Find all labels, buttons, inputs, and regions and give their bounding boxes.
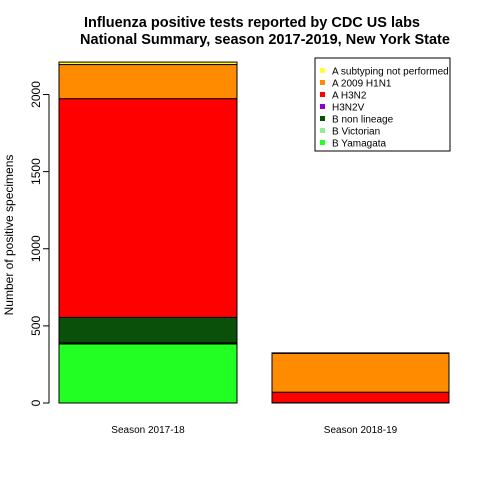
category-label: Season 2018-19 (324, 425, 398, 436)
legend-label-a-h3n2: A H3N2 (332, 91, 367, 102)
chart-title: Influenza positive tests reported by CDC… (84, 15, 420, 31)
legend-label-b-victorian: B Victorian (332, 127, 380, 138)
legend-label-b-non-lineage: B non lineage (332, 115, 394, 126)
bar-segment-a-2009-h1n1-2 (271, 352, 450, 393)
legend-swatch-h3n2v (320, 104, 325, 109)
bar-segment-b-yamagata-1 (58, 343, 238, 404)
chart-subtitle: National Summary, season 2017-2019, New … (80, 32, 450, 48)
legend-swatch-b-non-lineage (320, 116, 325, 121)
bar-segment-a-2009-h1n1-1 (58, 64, 238, 100)
legend-label-a-subtyping-not-performed: A subtyping not performed (332, 67, 449, 78)
category-label: Season 2017-18 (111, 425, 185, 436)
bar-segment-a-h3n2-1 (58, 98, 238, 318)
y-axis: 0 500 1000 1500 2000 (29, 81, 50, 406)
bar-segment-b-non-lineage-1 (58, 316, 238, 344)
bars-group (58, 61, 450, 404)
y-tick-label: 1000 (29, 235, 43, 262)
legend-swatch-a-subtyping-not-performed (320, 68, 325, 73)
legend-swatch-b-victorian (320, 128, 325, 133)
legend-label-h3n2v: H3N2V (332, 103, 365, 114)
y-axis-label: Number of positive specimens (2, 155, 16, 316)
y-tick-label: 0 (29, 399, 43, 406)
legend-label-b-yamagata: B Yamagata (332, 139, 387, 150)
y-tick-label: 1500 (29, 158, 43, 185)
legend-swatch-a-2009-h1n1 (320, 80, 325, 85)
legend-label-a-2009-h1n1: A 2009 H1N1 (332, 79, 392, 90)
y-tick-label: 2000 (29, 81, 43, 108)
legend-swatch-a-h3n2 (320, 92, 325, 97)
y-tick-label: 500 (29, 316, 43, 336)
bar-segment-a-subtyping-not-performed-1 (58, 61, 238, 66)
x-axis-categories: Season 2017-18 Season 2018-19 (111, 425, 397, 436)
bar-segment-a-h3n2-2 (271, 391, 450, 404)
legend-box (314, 57, 451, 152)
legend-swatch-b-yamagata (320, 140, 325, 145)
